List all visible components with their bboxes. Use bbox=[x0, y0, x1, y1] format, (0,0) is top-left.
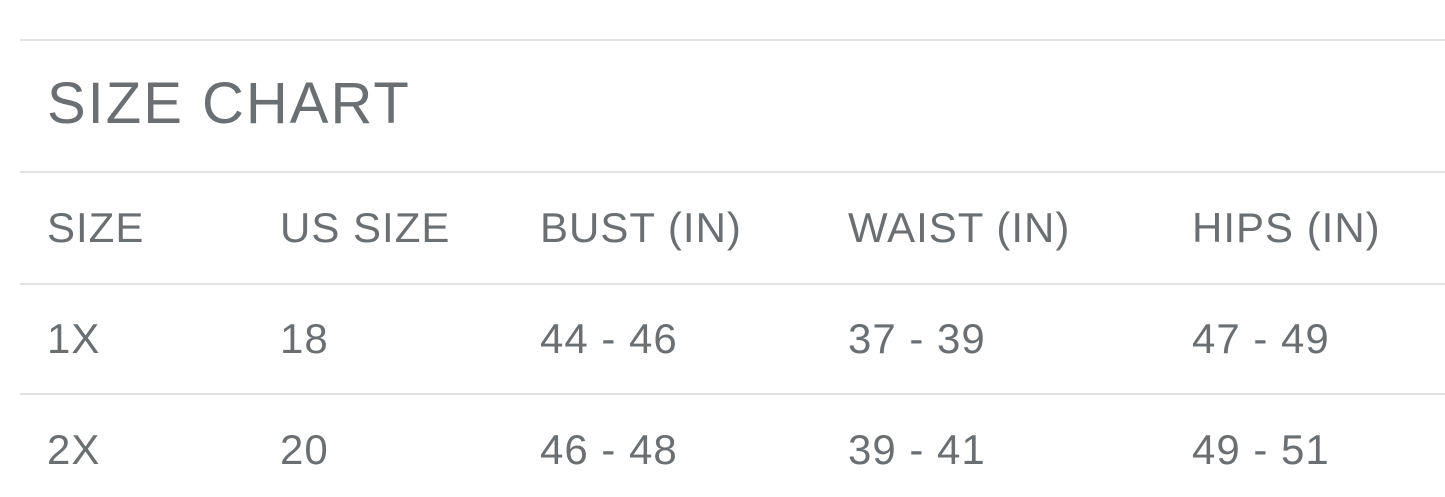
cell-bust: 46 - 48 bbox=[540, 425, 678, 473]
top-divider bbox=[20, 39, 1445, 41]
cell-waist: 39 - 41 bbox=[848, 425, 986, 473]
size-chart-section: SIZE CHART SIZE US SIZE BUST (IN) WAIST … bbox=[20, 39, 1445, 497]
column-header-waist: WAIST (IN) bbox=[821, 173, 1165, 285]
table-header-row: SIZE US SIZE BUST (IN) WAIST (IN) HIPS (… bbox=[20, 173, 1445, 285]
column-header-hips: HIPS (IN) bbox=[1165, 173, 1445, 285]
cell-us-size: 18 bbox=[253, 284, 513, 395]
column-header-bust: BUST (IN) bbox=[513, 173, 821, 285]
column-header-us-size: US SIZE bbox=[253, 173, 513, 285]
cell-waist: 37 - 39 bbox=[821, 284, 1165, 395]
title-divider bbox=[20, 171, 1445, 173]
cell-hips: 49 - 51 bbox=[1192, 425, 1330, 473]
table-row-1x: 1X 18 44 - 46 37 - 39 47 - 49 bbox=[20, 284, 1445, 395]
cell-us-size: 20 bbox=[280, 425, 329, 473]
column-header-size: SIZE bbox=[20, 173, 253, 285]
size-chart-table: SIZE US SIZE BUST (IN) WAIST (IN) HIPS (… bbox=[20, 173, 1445, 497]
table-row-2x: 2X 20 46 - 48 39 - 41 49 - 51 bbox=[20, 394, 1445, 497]
size-chart-title: SIZE CHART bbox=[47, 71, 411, 136]
cell-size: 1X bbox=[20, 284, 253, 395]
cell-hips: 47 - 49 bbox=[1165, 284, 1445, 395]
cell-bust: 44 - 46 bbox=[513, 284, 821, 395]
cell-size: 2X bbox=[47, 425, 101, 473]
